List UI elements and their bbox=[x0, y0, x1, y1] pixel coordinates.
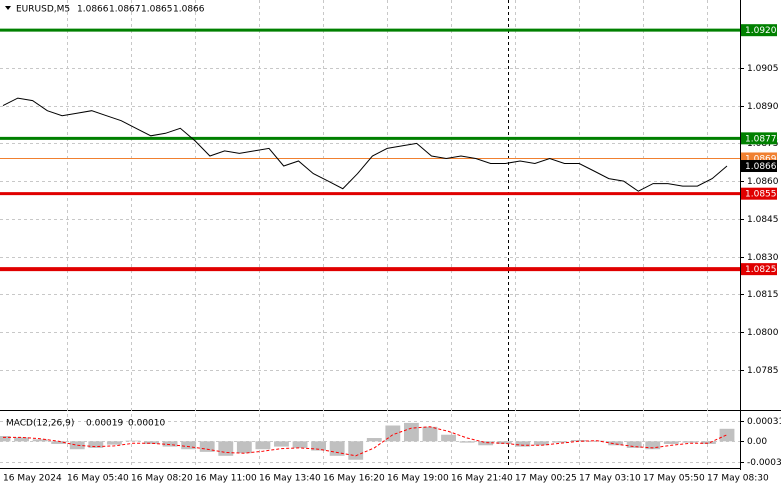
histogram-bar bbox=[69, 441, 85, 450]
x-tick-label: 17 May 05:50 bbox=[643, 474, 705, 484]
ohlc-value: 1.0866 bbox=[77, 5, 109, 15]
histogram-bar bbox=[144, 441, 159, 444]
histogram-bar bbox=[682, 441, 698, 443]
y-tick-label: -0.00031 bbox=[747, 458, 781, 468]
histogram-bar bbox=[32, 439, 48, 442]
histogram-bar bbox=[478, 441, 494, 446]
histogram-bar bbox=[663, 441, 679, 444]
ohlc-value: 1.0866 bbox=[173, 5, 205, 15]
y-tick-label: 1.0785 bbox=[747, 366, 779, 376]
histogram-bar bbox=[645, 441, 661, 450]
y-tick-label: 1.0905 bbox=[747, 64, 779, 74]
y-tick-label: 1.0815 bbox=[747, 290, 779, 300]
histogram-bar bbox=[125, 440, 141, 442]
histogram-bar bbox=[162, 441, 178, 447]
histogram-bar bbox=[403, 422, 419, 442]
histogram-bar bbox=[366, 438, 382, 442]
histogram-bar bbox=[181, 441, 197, 450]
level-label-box bbox=[741, 187, 777, 200]
y-tick-label: 0.00 bbox=[747, 437, 767, 447]
x-tick-label: 16 May 21:40 bbox=[451, 474, 513, 484]
level-label-box bbox=[741, 160, 777, 173]
histogram-bar bbox=[274, 441, 289, 447]
histogram-bar bbox=[385, 425, 401, 442]
y-tick-label: 1.0890 bbox=[747, 102, 779, 112]
chart-title: EURUSD,M5 bbox=[16, 5, 70, 15]
level-label-box bbox=[741, 24, 777, 37]
histogram-bar bbox=[199, 441, 215, 452]
y-tick-label: 1.0830 bbox=[747, 253, 779, 263]
x-tick-label: 16 May 19:00 bbox=[387, 474, 449, 484]
y-tick-label: 1.0860 bbox=[747, 177, 779, 187]
histogram-bar bbox=[496, 441, 512, 444]
histogram-bar bbox=[292, 441, 308, 448]
x-tick-label: 16 May 05:40 bbox=[67, 474, 129, 484]
level-label: 1.0825 bbox=[745, 265, 777, 275]
y-tick-label: 0.00031 bbox=[747, 417, 781, 427]
ohlc-value: 1.0867 bbox=[109, 5, 141, 15]
level-label-box bbox=[741, 132, 777, 145]
macd-title: MACD(12,26,9) bbox=[6, 419, 74, 429]
level-label: 1.0866 bbox=[745, 162, 777, 172]
histogram-bar bbox=[106, 441, 122, 445]
price-line bbox=[2, 97, 728, 192]
x-tick-label: 16 May 2024 bbox=[3, 474, 62, 484]
histogram-bar bbox=[533, 441, 549, 446]
y-tick-label: 1.0845 bbox=[747, 215, 779, 225]
signal-line bbox=[3, 426, 728, 457]
macd-value: 0.00010 bbox=[128, 419, 165, 429]
y-tick-label: 1.0800 bbox=[747, 328, 779, 338]
histogram-bar bbox=[441, 434, 456, 442]
histogram-bar bbox=[719, 428, 735, 442]
x-tick-label: 16 May 08:20 bbox=[131, 474, 193, 484]
histogram-bar bbox=[626, 441, 642, 448]
histogram-bar bbox=[0, 436, 11, 442]
histogram-bar bbox=[311, 441, 327, 451]
histogram-bar bbox=[552, 441, 568, 443]
x-tick-label: 17 May 03:10 bbox=[579, 474, 641, 484]
histogram-bar bbox=[571, 440, 586, 442]
level-label: 1.0869 bbox=[745, 154, 777, 164]
histogram-bar bbox=[218, 441, 234, 456]
histogram-bar bbox=[348, 441, 364, 460]
x-tick-label: 17 May 00:25 bbox=[515, 474, 577, 484]
histogram-bar bbox=[422, 426, 438, 442]
histogram-bar bbox=[515, 441, 531, 447]
x-tick-label: 17 May 08:30 bbox=[707, 474, 769, 484]
menu-arrow bbox=[5, 6, 11, 10]
histogram-bar bbox=[608, 441, 624, 446]
histogram-bar bbox=[88, 441, 104, 448]
level-label: 1.0920 bbox=[745, 26, 777, 36]
histogram-bar bbox=[459, 441, 475, 443]
level-label-box bbox=[741, 263, 777, 276]
macd-value: 0.00019 bbox=[86, 419, 123, 429]
x-tick-label: 16 May 11:00 bbox=[195, 474, 257, 484]
histogram-bar bbox=[14, 437, 29, 442]
x-tick-label: 16 May 13:40 bbox=[259, 474, 321, 484]
histogram-bar bbox=[236, 441, 252, 454]
histogram-bar bbox=[51, 441, 67, 444]
ohlc-value: 1.0865 bbox=[141, 5, 173, 15]
level-label: 1.0877 bbox=[745, 134, 777, 144]
histogram-bar bbox=[255, 441, 271, 450]
x-tick-label: 16 May 16:20 bbox=[323, 474, 385, 484]
level-label: 1.0855 bbox=[745, 190, 777, 200]
histogram-bar bbox=[701, 441, 716, 444]
